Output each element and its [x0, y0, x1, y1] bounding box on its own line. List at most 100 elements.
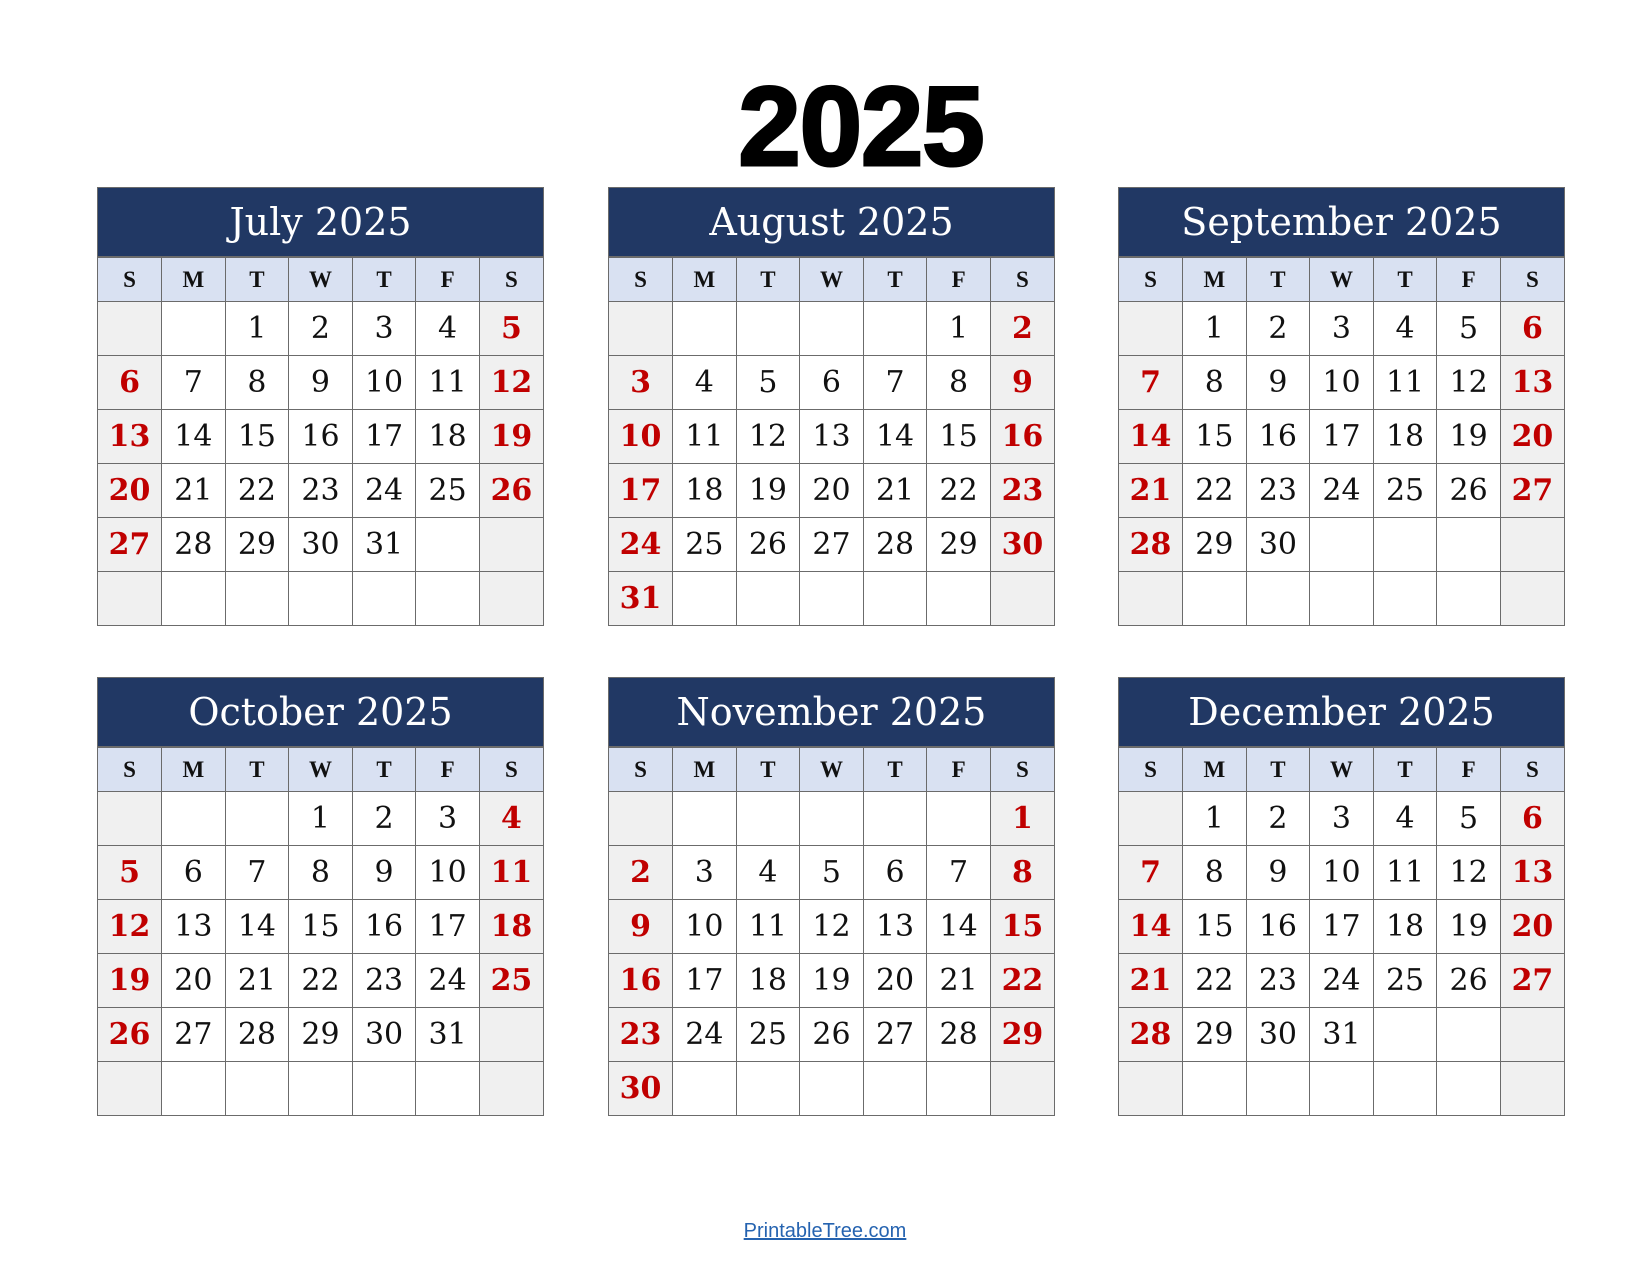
- day-cell: 29: [1182, 517, 1247, 572]
- week-row: 28 29 30 31: [1119, 1007, 1564, 1062]
- week-row: 28 29 30: [1119, 517, 1564, 572]
- month-header: August 2025: [609, 188, 1054, 257]
- weekend-day-cell: [1499, 571, 1564, 625]
- month-header: December 2025: [1119, 678, 1564, 747]
- day-cell: [799, 1061, 864, 1115]
- day-cell: 8: [926, 355, 991, 410]
- weekend-day-cell: 21: [1119, 463, 1184, 518]
- week-row: 5 6 7 8 9 10 11: [98, 845, 543, 900]
- weekday-label: F: [1436, 257, 1501, 302]
- day-cell: 25: [672, 517, 737, 572]
- day-cell: 31: [1309, 1007, 1374, 1062]
- day-cell: 17: [1309, 899, 1374, 954]
- day-cell: 16: [288, 409, 353, 464]
- day-cell: 3: [415, 791, 480, 846]
- day-cell: 8: [288, 845, 353, 900]
- weekend-day-cell: 4: [478, 791, 543, 846]
- day-cell: 22: [1182, 953, 1247, 1008]
- week-row: 31: [609, 571, 1054, 625]
- day-cell: [415, 571, 480, 625]
- week-row: 14 15 16 17 18 19 20: [1119, 899, 1564, 954]
- month-table: S M T W T F S 1 2 3 4 5 6 7 8 9 10 11 12 13 14 15 16 17 18 19 20 21…: [609, 257, 1054, 625]
- day-cell: 14: [862, 409, 928, 464]
- day-cell: 22: [1182, 463, 1247, 518]
- week-row: 9 10 11 12 13 14 15: [609, 899, 1054, 954]
- weekend-day-cell: [1499, 517, 1564, 572]
- weekend-day-cell: 8: [989, 845, 1054, 900]
- week-row: [1119, 1061, 1564, 1115]
- weekend-day-cell: 27: [98, 517, 163, 572]
- website-link[interactable]: PrintableTree.com: [743, 1220, 907, 1242]
- day-cell: 14: [926, 899, 991, 954]
- day-cell: [161, 571, 226, 625]
- weekend-day-cell: 3: [609, 355, 674, 410]
- day-cell: 7: [161, 355, 226, 410]
- week-row: 19 20 21 22 23 24 25: [98, 953, 543, 1008]
- day-cell: 10: [1309, 845, 1374, 900]
- month-calendar: October 2025 S M T W T F S 1 2 3 4 5 6 7 8 9 10 11 12 13 14 15…: [97, 677, 544, 1116]
- weekday-label: W: [1309, 257, 1374, 302]
- day-cell: [1372, 1061, 1438, 1115]
- weekend-day-cell: 23: [989, 463, 1054, 518]
- day-cell: 5: [1436, 301, 1501, 356]
- day-cell: 12: [1436, 355, 1501, 410]
- day-cell: 22: [926, 463, 991, 518]
- day-cell: 22: [288, 953, 353, 1008]
- day-cell: 4: [1372, 301, 1438, 356]
- day-cell: 14: [224, 899, 290, 954]
- day-cell: 16: [351, 899, 417, 954]
- weekday-label: W: [799, 747, 864, 792]
- day-cell: [672, 1061, 737, 1115]
- day-cell: 10: [672, 899, 737, 954]
- weekday-label: S: [1499, 747, 1564, 792]
- weekday-label: W: [1309, 747, 1374, 792]
- day-cell: 21: [224, 953, 290, 1008]
- week-row: 1: [609, 791, 1054, 846]
- weekend-day-cell: 13: [1499, 355, 1564, 410]
- week-row: 7 8 9 10 11 12 13: [1119, 355, 1564, 410]
- day-cell: 4: [672, 355, 737, 410]
- day-cell: 3: [672, 845, 737, 900]
- day-cell: 11: [415, 355, 480, 410]
- weekday-label: S: [1119, 747, 1184, 792]
- week-row: 21 22 23 24 25 26 27: [1119, 953, 1564, 1008]
- month-calendar: August 2025 S M T W T F S 1 2 3 4 5 6 7 8 9 10 11 12 13 14 15 1…: [608, 187, 1055, 626]
- day-cell: [862, 791, 928, 846]
- day-cell: 11: [1372, 845, 1438, 900]
- day-cell: 6: [862, 845, 928, 900]
- day-cell: 30: [1245, 1007, 1311, 1062]
- weekend-day-cell: 9: [989, 355, 1054, 410]
- weekday-label: T: [862, 747, 928, 792]
- day-cell: 13: [799, 409, 864, 464]
- weekend-day-cell: [478, 1007, 543, 1062]
- weekend-day-cell: 12: [98, 899, 163, 954]
- day-cell: 13: [862, 899, 928, 954]
- weekend-day-cell: 7: [1119, 845, 1184, 900]
- day-cell: 17: [351, 409, 417, 464]
- weekday-label: M: [161, 747, 226, 792]
- weekend-day-cell: [478, 517, 543, 572]
- weekday-label: T: [862, 257, 928, 302]
- week-row: 20 21 22 23 24 25 26: [98, 463, 543, 518]
- weekday-label: S: [478, 257, 543, 302]
- day-cell: [672, 301, 737, 356]
- day-cell: 6: [799, 355, 864, 410]
- day-cell: [862, 301, 928, 356]
- weekday-label: M: [1182, 747, 1247, 792]
- weekend-day-cell: 19: [478, 409, 543, 464]
- weekday-label: W: [288, 257, 353, 302]
- weekday-label: M: [672, 747, 737, 792]
- weekend-day-cell: 15: [989, 899, 1054, 954]
- weekend-day-cell: [478, 1061, 543, 1115]
- weekend-day-cell: 10: [609, 409, 674, 464]
- day-cell: 25: [1372, 953, 1438, 1008]
- week-row: 14 15 16 17 18 19 20: [1119, 409, 1564, 464]
- day-cell: 31: [415, 1007, 480, 1062]
- weekday-label: S: [1499, 257, 1564, 302]
- weekday-label: W: [799, 257, 864, 302]
- day-cell: 2: [288, 301, 353, 356]
- day-cell: 12: [735, 409, 801, 464]
- weekend-day-cell: 31: [609, 571, 674, 625]
- weekday-label: S: [1119, 257, 1184, 302]
